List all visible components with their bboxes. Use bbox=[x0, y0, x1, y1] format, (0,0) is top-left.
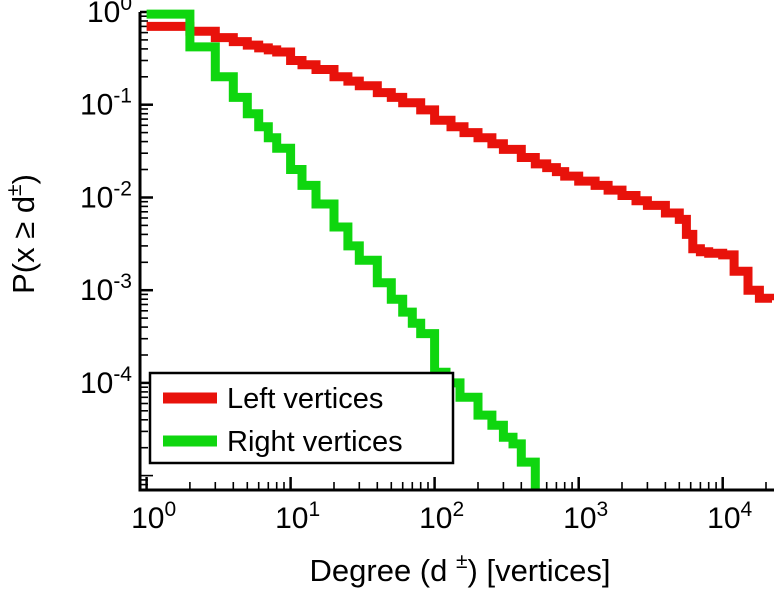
y-tick-label: 10-3 bbox=[80, 270, 132, 307]
x-tick-label: 101 bbox=[275, 498, 320, 535]
x-tick-label: 102 bbox=[419, 498, 464, 535]
tick-labels-layer: 100 101 102 103 104 100 10-1 10-2 10-3 10-4 bbox=[80, 0, 753, 535]
y-tick-label: 10-4 bbox=[80, 363, 132, 400]
x-axis-label-text: Degree (d bbox=[310, 553, 456, 588]
y-axis-label-text2: ) bbox=[6, 174, 41, 184]
series-left-vertices bbox=[146, 21, 774, 303]
y-axis-label-text: P(x ≥ d bbox=[6, 196, 41, 294]
x-tick-label: 100 bbox=[131, 498, 176, 535]
x-axis-label: Degree (d ±) [vertices] bbox=[310, 550, 611, 588]
y-tick-label: 10-1 bbox=[80, 85, 132, 122]
legend-label-right-vertices: Right vertices bbox=[227, 426, 403, 458]
y-axis-label: P(x ≥ d±) bbox=[3, 174, 41, 294]
x-axis-label-text2: ) [vertices] bbox=[468, 553, 611, 588]
x-axis-label-sup: ± bbox=[456, 550, 468, 573]
x-tick-label: 104 bbox=[707, 498, 752, 535]
legend-box bbox=[148, 371, 455, 465]
y-tick-label: 10-2 bbox=[80, 178, 132, 215]
series-layer bbox=[146, 9, 774, 490]
legend: Left vertices Right vertices bbox=[148, 371, 455, 465]
series-right-vertices bbox=[146, 9, 540, 490]
x-tick-label: 103 bbox=[563, 498, 608, 535]
y-tick-label: 100 bbox=[87, 0, 132, 29]
legend-label-left-vertices: Left vertices bbox=[227, 383, 383, 415]
axes bbox=[138, 12, 774, 492]
y-axis-label-sup: ± bbox=[3, 184, 26, 196]
